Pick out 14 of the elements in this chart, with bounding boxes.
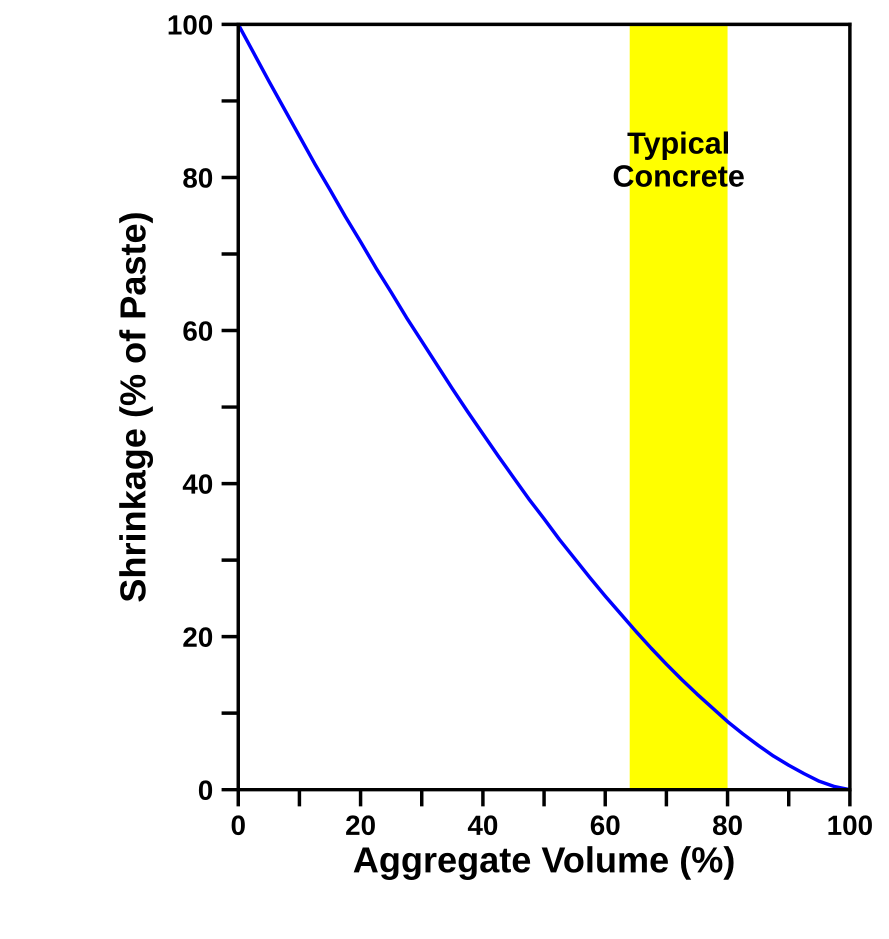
x-tick-label: 0 (232, 815, 245, 836)
x-tick-label: 20 (346, 815, 375, 836)
y-axis-title: Shrinkage (% of Paste) (119, 213, 154, 602)
y-tick-label: 0 (198, 780, 212, 800)
y-tick-label: 20 (183, 627, 212, 647)
y-tick-label: 80 (183, 168, 212, 188)
x-tick-label: 60 (590, 815, 620, 836)
x-axis-title: Aggregate Volume (%) (354, 846, 734, 880)
y-tick-label: 100 (168, 15, 212, 35)
x-tick-label: 40 (468, 815, 498, 836)
x-tick-label: 80 (712, 815, 742, 836)
x-tick-label: 100 (828, 815, 872, 836)
y-tick-label: 60 (183, 321, 212, 341)
y-tick-label: 40 (182, 474, 212, 494)
